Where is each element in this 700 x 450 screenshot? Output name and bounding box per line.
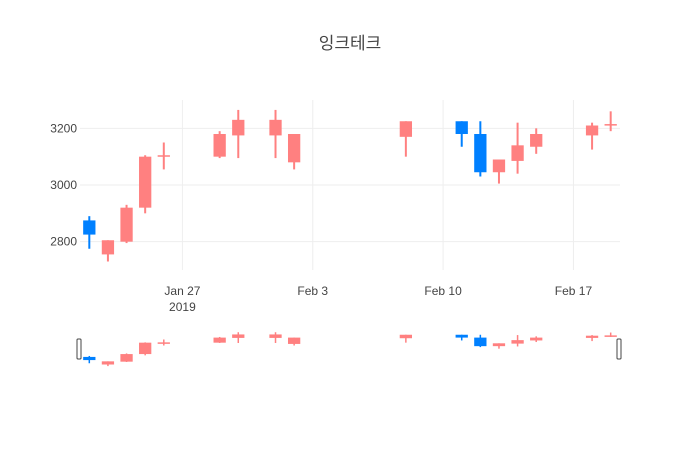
slider-candle (157, 339, 170, 346)
candle-body (399, 121, 413, 137)
candle-body (585, 125, 599, 136)
candle-body (474, 134, 487, 173)
candle (83, 216, 96, 249)
candles (83, 109, 617, 262)
candle-body (530, 134, 543, 147)
slider-candle-body (83, 356, 96, 361)
range-slider-right-handle[interactable] (616, 338, 622, 360)
candle-body (492, 159, 506, 173)
range-slider-bg[interactable] (80, 330, 620, 368)
candle (604, 111, 617, 132)
slider-candle-body (213, 337, 226, 343)
candle (455, 121, 468, 147)
slider-candle-body (287, 337, 301, 344)
slider-candle (511, 335, 524, 347)
slider-candle (455, 334, 468, 341)
slider-candle (604, 332, 617, 337)
candle (399, 121, 413, 157)
candle-body (455, 121, 468, 134)
gridlines (80, 100, 620, 270)
candle-body (232, 119, 245, 136)
candle (120, 204, 133, 244)
candle-body (269, 119, 282, 136)
candle (530, 128, 543, 154)
slider-candle (269, 332, 282, 343)
candle (511, 122, 524, 174)
candle (232, 109, 245, 159)
candle (269, 109, 282, 159)
slider-candle-body (530, 337, 543, 341)
chart-title: 잉크테크 (319, 34, 382, 54)
y-tick-label: 3000 (50, 178, 77, 192)
candle (492, 159, 506, 184)
slider-candle (213, 336, 226, 343)
candle (585, 122, 599, 150)
slider-candle (474, 334, 487, 348)
x-tick-label: Jan 27 (164, 284, 200, 298)
x-tick-label: Feb 10 (424, 284, 462, 298)
x-tick-label: Feb 3 (297, 284, 328, 298)
candle (213, 131, 226, 159)
candle (287, 134, 301, 170)
slider-candle-body (455, 334, 468, 338)
slider-candle (287, 337, 301, 346)
candle-body (120, 207, 133, 242)
candle (474, 121, 487, 177)
axis-ticks: 2800 3000 3200 Jan 27 2019 Feb 3 Feb 10 Feb 17 (50, 121, 592, 314)
slider-candle (101, 361, 115, 367)
x-tick-label: Feb 17 (555, 284, 593, 298)
range-slider-left-handle[interactable] (76, 338, 82, 360)
slider-candle-body (232, 334, 245, 338)
slider-candle-body (269, 334, 282, 338)
range-slider[interactable] (76, 330, 622, 368)
slider-candle-body (157, 342, 170, 344)
slider-candle (83, 355, 96, 364)
candle (101, 240, 115, 262)
slider-candle (585, 335, 599, 342)
y-tick-label: 2800 (50, 235, 77, 249)
candle-body (139, 156, 152, 208)
candle-body (287, 134, 301, 163)
slider-candle (399, 334, 413, 343)
candle-body (604, 124, 617, 126)
slider-candle-body (492, 343, 506, 347)
slider-candle (139, 342, 152, 356)
slider-candle-body (101, 361, 115, 365)
slider-candle-body (399, 334, 413, 339)
slider-candle-body (139, 342, 152, 355)
slider-candle-body (120, 354, 133, 362)
slider-candle (492, 343, 506, 349)
candle (139, 155, 152, 214)
slider-candle-body (511, 340, 524, 344)
range-slider-preview (83, 332, 617, 367)
slider-candle (530, 336, 543, 343)
candle-body (511, 145, 524, 161)
slider-candle-body (604, 335, 617, 337)
x-tick-sublabel: 2019 (169, 300, 196, 314)
slider-candle (120, 353, 133, 362)
candle (157, 142, 170, 170)
candle-body (83, 220, 96, 235)
slider-candle (232, 332, 245, 343)
candle-body (213, 134, 226, 157)
slider-candle-body (474, 337, 487, 347)
slider-candle-body (585, 335, 599, 338)
candle-body (101, 240, 115, 255)
candle-body (157, 155, 170, 157)
y-tick-label: 3200 (50, 121, 77, 135)
